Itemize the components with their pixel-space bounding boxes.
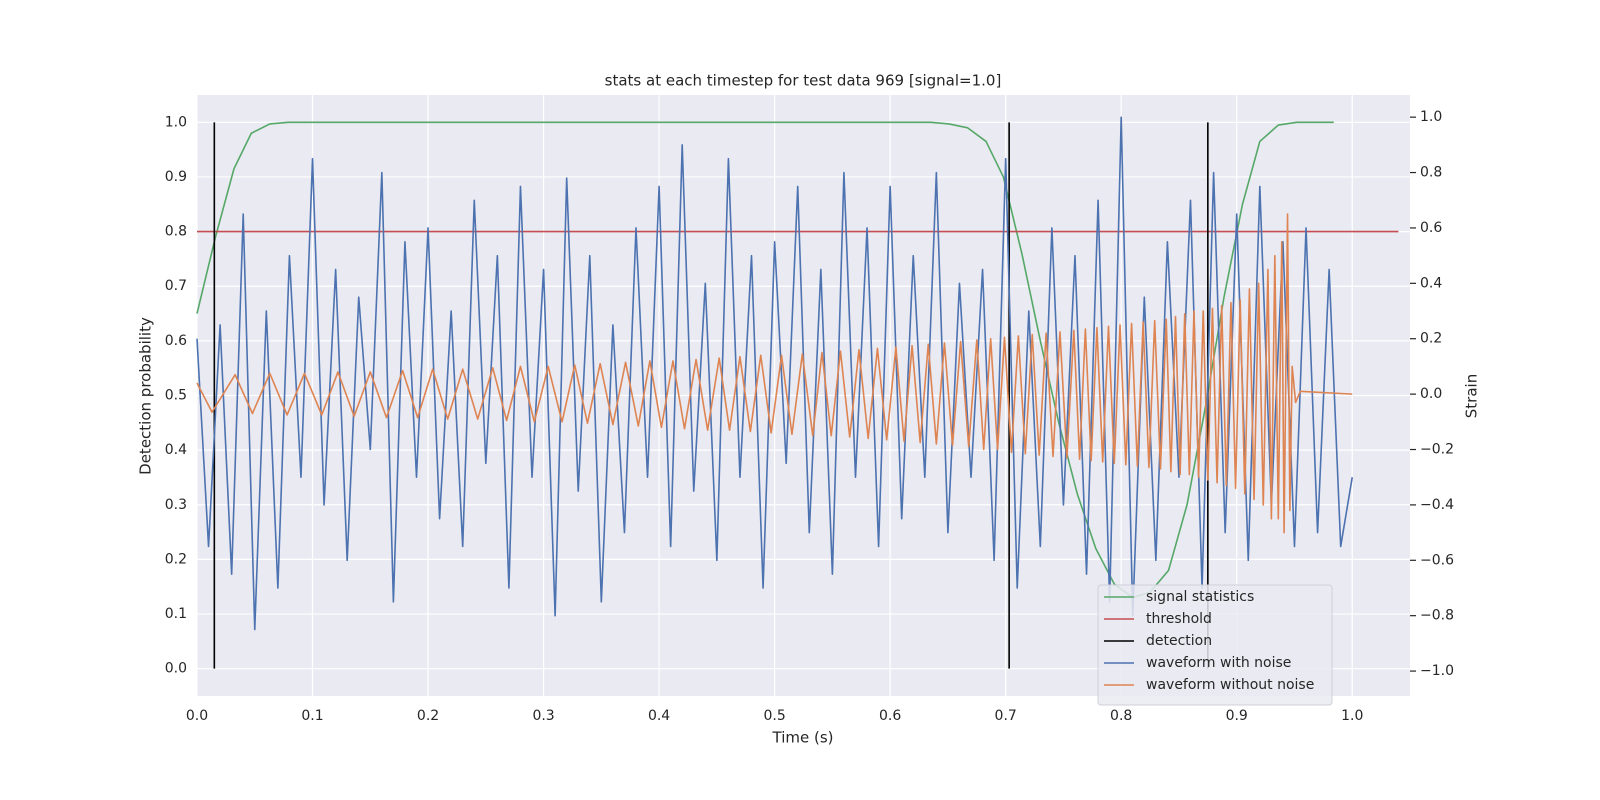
x-tick-label: 0.8 <box>1110 708 1132 724</box>
y2-tick-label: −1.0 <box>1420 663 1454 679</box>
x-tick-label: 0.7 <box>995 708 1017 724</box>
y2-tick-label: 0.8 <box>1420 165 1442 181</box>
legend-label: waveform with noise <box>1146 655 1291 671</box>
legend-box <box>1097 584 1333 706</box>
y2-axis-label: Strain <box>1463 374 1481 418</box>
y-tick-label: 0.7 <box>165 278 187 294</box>
y-tick-label: 0.6 <box>165 333 187 349</box>
x-tick-label: 0.9 <box>1226 708 1248 724</box>
x-tick-label: 0.2 <box>417 708 439 724</box>
y-tick-label: 0.2 <box>165 551 187 567</box>
series-line <box>196 121 1334 599</box>
y2-tick-label: 0.4 <box>1420 275 1442 291</box>
legend-label: detection <box>1146 633 1212 649</box>
y-tick-label: 0.3 <box>165 497 187 513</box>
x-tick-label: 0.3 <box>532 708 554 724</box>
series-line <box>196 213 1353 534</box>
y-tick-label: 0.4 <box>165 442 187 458</box>
x-tick-label: 0.0 <box>186 708 208 724</box>
y2-tick-label: −0.4 <box>1420 497 1454 513</box>
y2-tick-label: 0.6 <box>1420 220 1442 236</box>
x-axis-label: Time (s) <box>772 729 834 747</box>
y2-tick-label: 0.2 <box>1420 331 1442 347</box>
y-tick-label: 0.1 <box>165 606 187 622</box>
y-tick-label: 0.9 <box>165 169 187 185</box>
legend: signal statistics threshold detection wavef… <box>1097 584 1333 706</box>
y-axis-label: Detection probability <box>137 317 155 475</box>
chart-title: stats at each timestep for test data 969… <box>605 72 1002 90</box>
y2-tick-label: −0.2 <box>1420 442 1454 458</box>
y-tick-label: 0.0 <box>165 661 187 677</box>
legend-label: signal statistics <box>1146 589 1254 605</box>
y2-tick-label: 0.0 <box>1420 386 1442 402</box>
y2-tick-label: −0.8 <box>1420 608 1454 624</box>
x-tick-label: 0.5 <box>763 708 785 724</box>
y-tick-label: 1.0 <box>165 114 187 130</box>
x-tick-label: 0.6 <box>879 708 901 724</box>
y-tick-label: 0.8 <box>165 224 187 240</box>
y2-tick-label: 1.0 <box>1420 109 1442 125</box>
x-tick-label: 0.4 <box>648 708 670 724</box>
y2-tick-label: −0.6 <box>1420 552 1454 568</box>
legend-label: waveform without noise <box>1146 677 1314 693</box>
legend-label: threshold <box>1146 611 1212 627</box>
x-tick-label: 1.0 <box>1341 708 1363 724</box>
y-tick-label: 0.5 <box>165 388 187 404</box>
x-tick-label: 0.1 <box>301 708 323 724</box>
